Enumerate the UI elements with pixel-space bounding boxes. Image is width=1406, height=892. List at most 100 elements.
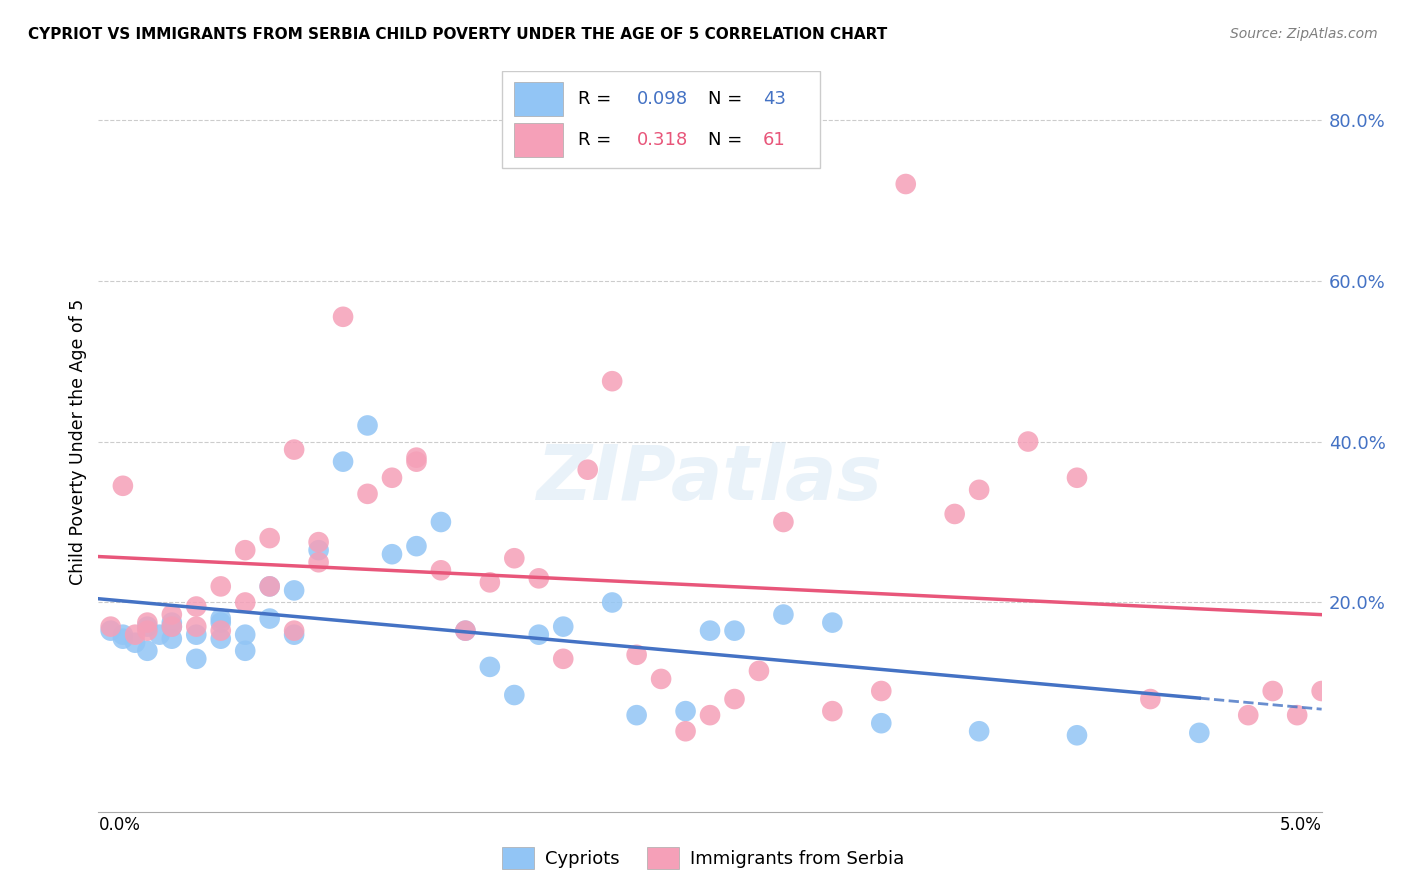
Point bbox=[259, 611, 281, 625]
Point bbox=[430, 515, 453, 529]
Point bbox=[160, 607, 183, 622]
Point bbox=[209, 579, 232, 593]
Point bbox=[136, 619, 159, 633]
Point bbox=[553, 652, 575, 666]
Point bbox=[1066, 471, 1088, 485]
Point bbox=[821, 704, 844, 718]
Point bbox=[136, 624, 159, 638]
FancyBboxPatch shape bbox=[515, 123, 564, 156]
Point bbox=[699, 624, 721, 638]
Point bbox=[124, 636, 146, 650]
Text: ZIPatlas: ZIPatlas bbox=[537, 442, 883, 516]
Point bbox=[943, 507, 966, 521]
Point bbox=[1310, 684, 1333, 698]
Y-axis label: Child Poverty Under the Age of 5: Child Poverty Under the Age of 5 bbox=[69, 299, 87, 584]
Point bbox=[209, 615, 232, 630]
Point bbox=[332, 310, 354, 324]
Point bbox=[356, 418, 378, 433]
Point bbox=[209, 632, 232, 646]
Point bbox=[186, 652, 208, 666]
Text: R =: R = bbox=[578, 131, 617, 149]
Point bbox=[111, 479, 134, 493]
Point bbox=[186, 628, 208, 642]
Point bbox=[160, 619, 183, 633]
Point bbox=[283, 442, 305, 457]
Point bbox=[503, 551, 526, 566]
Point bbox=[748, 664, 770, 678]
Point bbox=[233, 644, 256, 658]
Point bbox=[149, 628, 172, 642]
Point bbox=[160, 632, 183, 646]
Point bbox=[381, 471, 404, 485]
Point bbox=[454, 624, 477, 638]
Point bbox=[308, 535, 330, 549]
Point bbox=[1286, 708, 1309, 723]
Point bbox=[478, 660, 501, 674]
Point bbox=[405, 539, 427, 553]
Point bbox=[100, 619, 122, 633]
Text: 5.0%: 5.0% bbox=[1279, 816, 1322, 834]
Point bbox=[503, 688, 526, 702]
Point bbox=[308, 555, 330, 569]
Point bbox=[405, 450, 427, 465]
Point bbox=[233, 628, 256, 642]
Point bbox=[111, 628, 134, 642]
Point bbox=[1066, 728, 1088, 742]
Point bbox=[1139, 692, 1161, 706]
Point bbox=[675, 704, 697, 718]
Text: 0.098: 0.098 bbox=[637, 90, 688, 109]
Point bbox=[209, 611, 232, 625]
Text: 43: 43 bbox=[762, 90, 786, 109]
Point bbox=[821, 615, 844, 630]
Point bbox=[478, 575, 501, 590]
Point bbox=[186, 619, 208, 633]
Point bbox=[136, 615, 159, 630]
Point bbox=[967, 724, 990, 739]
FancyBboxPatch shape bbox=[502, 71, 820, 168]
Point bbox=[259, 531, 281, 545]
Point bbox=[283, 624, 305, 638]
Point bbox=[576, 463, 599, 477]
Point bbox=[723, 624, 745, 638]
Point bbox=[967, 483, 990, 497]
Point bbox=[626, 708, 648, 723]
Point bbox=[111, 632, 134, 646]
Point bbox=[136, 644, 159, 658]
Point bbox=[626, 648, 648, 662]
Point bbox=[1261, 684, 1284, 698]
Text: 0.318: 0.318 bbox=[637, 131, 688, 149]
Point bbox=[209, 624, 232, 638]
Point bbox=[553, 619, 575, 633]
Point bbox=[283, 583, 305, 598]
Point bbox=[772, 607, 794, 622]
Point bbox=[600, 595, 623, 609]
Point bbox=[160, 615, 183, 630]
FancyBboxPatch shape bbox=[515, 82, 564, 116]
Point bbox=[527, 571, 550, 585]
Point bbox=[405, 455, 427, 469]
Point bbox=[675, 724, 697, 739]
Point bbox=[186, 599, 208, 614]
Point bbox=[233, 543, 256, 558]
Point bbox=[259, 579, 281, 593]
Point bbox=[308, 543, 330, 558]
Text: N =: N = bbox=[707, 131, 748, 149]
Text: N =: N = bbox=[707, 90, 748, 109]
Point bbox=[430, 563, 453, 577]
Point bbox=[699, 708, 721, 723]
Point bbox=[723, 692, 745, 706]
Point bbox=[1188, 726, 1211, 740]
Point bbox=[259, 579, 281, 593]
Text: CYPRIOT VS IMMIGRANTS FROM SERBIA CHILD POVERTY UNDER THE AGE OF 5 CORRELATION C: CYPRIOT VS IMMIGRANTS FROM SERBIA CHILD … bbox=[28, 27, 887, 42]
Point bbox=[527, 628, 550, 642]
Text: 0.0%: 0.0% bbox=[98, 816, 141, 834]
Point bbox=[650, 672, 672, 686]
Point bbox=[283, 628, 305, 642]
Point bbox=[870, 716, 893, 731]
Point bbox=[332, 455, 354, 469]
Point bbox=[356, 487, 378, 501]
Text: Source: ZipAtlas.com: Source: ZipAtlas.com bbox=[1230, 27, 1378, 41]
Point bbox=[870, 684, 893, 698]
Point bbox=[1017, 434, 1039, 449]
Point bbox=[600, 374, 623, 388]
